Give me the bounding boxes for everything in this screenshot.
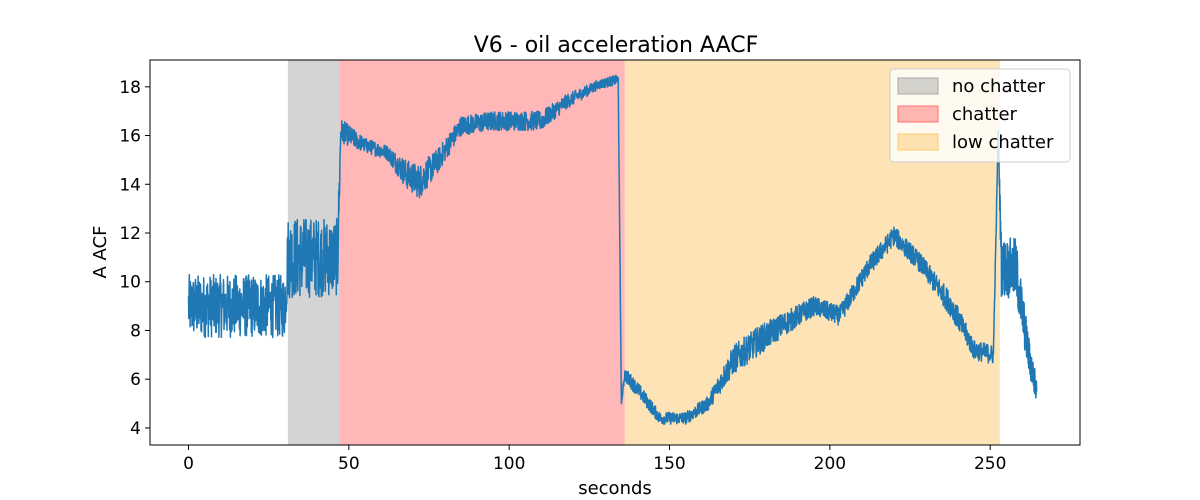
x-tick-label: 200: [814, 454, 846, 474]
y-axis-label: A ACF: [90, 226, 111, 279]
legend-swatch-2: [897, 133, 939, 151]
x-tick-label: 50: [338, 454, 360, 474]
legend-label-0: no chatter: [952, 76, 1046, 97]
legend-label-2: low chatter: [952, 132, 1054, 153]
y-tick-label: 14: [119, 175, 141, 195]
legend-label-1: chatter: [952, 104, 1018, 125]
chart-title: V6 - oil acceleration AACF: [474, 33, 759, 58]
y-tick-label: 12: [119, 224, 141, 244]
x-tick-label: 100: [493, 454, 525, 474]
y-tick-label: 4: [130, 419, 141, 439]
y-tick-label: 6: [130, 370, 141, 390]
x-axis-ticks: 0 50 100 150 200 250: [183, 445, 1006, 474]
x-tick-label: 0: [183, 454, 194, 474]
series-line-0: [187, 74, 1038, 425]
y-tick-label: 16: [119, 127, 141, 147]
series-lines: [187, 74, 1038, 425]
legend: no chatter chatter low chatter: [889, 68, 1071, 163]
x-tick-label: 250: [974, 454, 1006, 474]
plot-frame: [149, 59, 1081, 446]
legend-swatch-0: [897, 77, 939, 95]
y-axis-ticks: 4 6 8 10 12 14 16 18: [119, 78, 150, 439]
y-tick-label: 8: [130, 321, 141, 341]
x-tick-label: 150: [653, 454, 685, 474]
x-axis-label: seconds: [578, 478, 652, 499]
legend-swatch-1: [897, 105, 939, 123]
y-tick-label: 10: [119, 273, 141, 293]
y-tick-label: 18: [119, 78, 141, 98]
